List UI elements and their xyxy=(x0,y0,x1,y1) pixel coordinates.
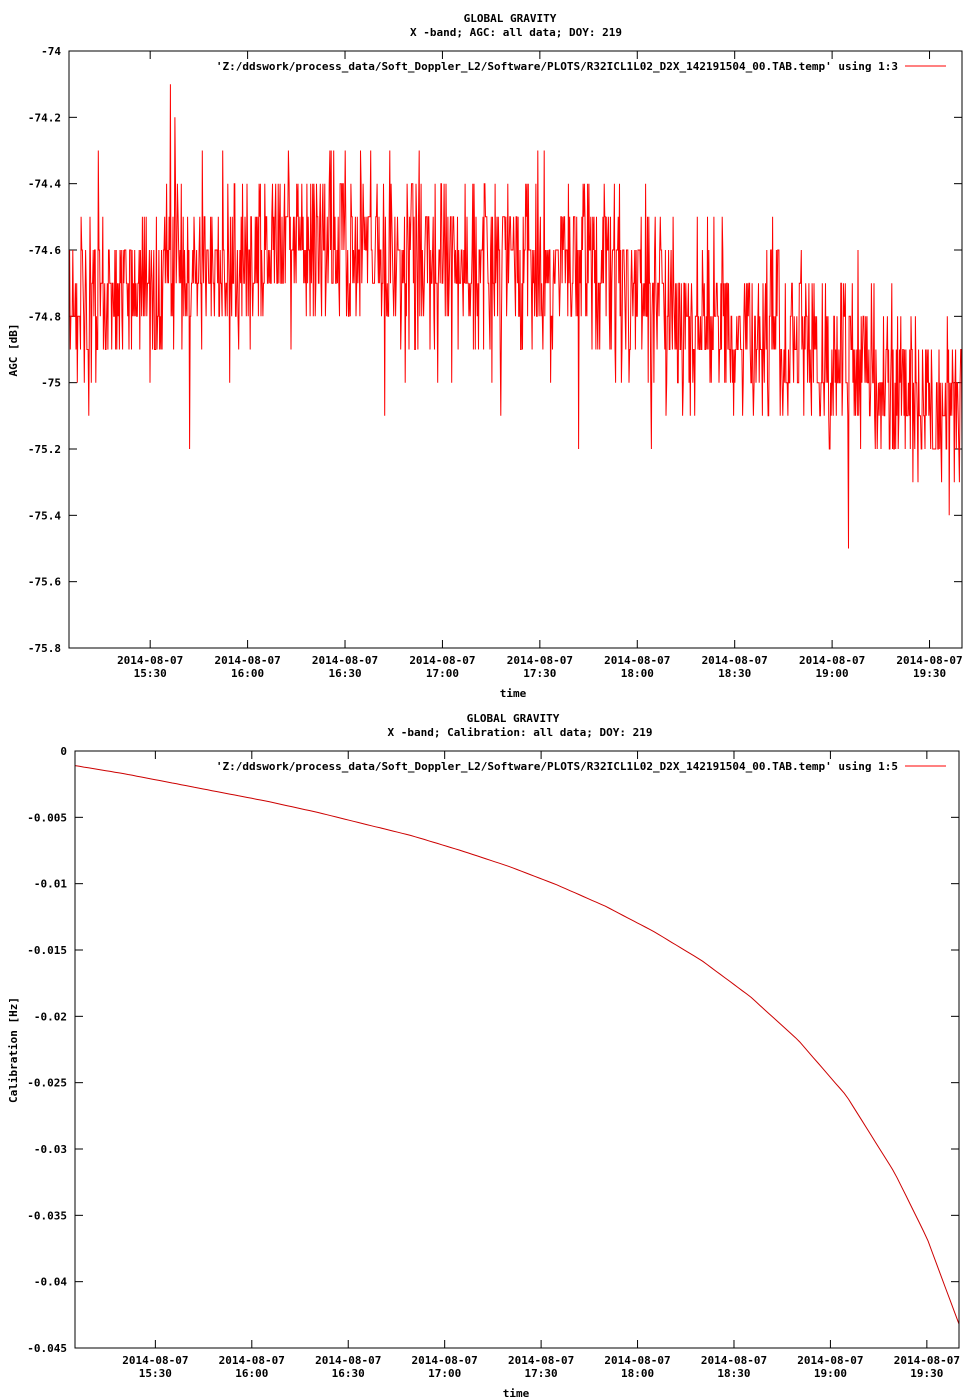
agc-xtick-time-label: 17:00 xyxy=(426,667,459,680)
agc-series-line xyxy=(68,84,963,549)
calibration-ytick-label: -0.03 xyxy=(34,1143,67,1156)
agc-ytick-label: -74 xyxy=(41,45,61,58)
agc-ytick-label: -74.4 xyxy=(28,178,61,191)
calibration-ytick-label: -0.035 xyxy=(27,1209,67,1222)
calibration-xtick-time-label: 19:00 xyxy=(814,1367,847,1380)
calibration-xtick-date-label: 2014-08-07 xyxy=(701,1354,767,1367)
agc-xtick-date-label: 2014-08-07 xyxy=(312,654,378,667)
calibration-ytick-label: -0.015 xyxy=(27,944,67,957)
agc-chart-title: GLOBAL GRAVITY xyxy=(464,12,557,25)
calibration-xtick-time-label: 16:30 xyxy=(332,1367,365,1380)
calibration-series-line xyxy=(74,765,960,1325)
calibration-ytick-label: -0.005 xyxy=(27,811,67,824)
agc-x-axis-label: time xyxy=(500,687,527,700)
calibration-xtick-date-label: 2014-08-07 xyxy=(122,1354,188,1367)
agc-ytick-label: -75 xyxy=(41,377,61,390)
calibration-xtick-date-label: 2014-08-07 xyxy=(797,1354,863,1367)
calibration-chart-title: GLOBAL GRAVITY xyxy=(467,712,560,725)
calibration-xtick-time-label: 17:00 xyxy=(428,1367,461,1380)
calibration-x-axis-label: time xyxy=(503,1387,530,1400)
calibration-xtick-date-label: 2014-08-07 xyxy=(315,1354,381,1367)
calibration-y-axis-label: Calibration [Hz] xyxy=(7,997,20,1103)
agc-y-axis-label: AGC [dB] xyxy=(7,324,20,377)
calibration-ytick-label: -0.04 xyxy=(34,1276,67,1289)
agc-xtick-time-label: 19:30 xyxy=(913,667,946,680)
calibration-xtick-time-label: 17:30 xyxy=(525,1367,558,1380)
agc-plot-frame xyxy=(68,50,963,649)
agc-xtick-date-label: 2014-08-07 xyxy=(409,654,475,667)
agc-xtick-date-label: 2014-08-07 xyxy=(702,654,768,667)
agc-ytick-label: -75.2 xyxy=(28,443,61,456)
calibration-xtick-date-label: 2014-08-07 xyxy=(508,1354,574,1367)
agc-ytick-label: -74.6 xyxy=(28,244,61,257)
calibration-xtick-time-label: 19:30 xyxy=(910,1367,943,1380)
agc-xtick-time-label: 16:30 xyxy=(328,667,361,680)
agc-chart-subtitle: X -band; AGC: all data; DOY: 219 xyxy=(410,26,622,39)
calibration-xtick-time-label: 15:30 xyxy=(139,1367,172,1380)
agc-xtick-time-label: 18:00 xyxy=(621,667,654,680)
calibration-ytick-label: -0.045 xyxy=(27,1342,67,1355)
calibration-plot-frame xyxy=(74,750,960,1349)
agc-ytick-label: -74.8 xyxy=(28,310,61,323)
calibration-ytick-label: -0.025 xyxy=(27,1077,67,1090)
agc-legend: 'Z:/ddswork/process_data/Soft_Doppler_L2… xyxy=(216,60,946,73)
calibration-legend-label: 'Z:/ddswork/process_data/Soft_Doppler_L2… xyxy=(216,760,898,773)
agc-xtick-time-label: 15:30 xyxy=(134,667,167,680)
agc-xtick-time-label: 18:30 xyxy=(718,667,751,680)
calibration-xtick-date-label: 2014-08-07 xyxy=(412,1354,478,1367)
calibration-xtick-time-label: 18:00 xyxy=(621,1367,654,1380)
calibration-ytick-label: -0.01 xyxy=(34,878,67,891)
agc-xtick-time-label: 16:00 xyxy=(231,667,264,680)
calibration-chart: GLOBAL GRAVITY X -band; Calibration: all… xyxy=(7,712,960,1400)
calibration-legend: 'Z:/ddswork/process_data/Soft_Doppler_L2… xyxy=(216,760,946,773)
calibration-xtick-date-label: 2014-08-07 xyxy=(219,1354,285,1367)
agc-xtick-date-label: 2014-08-07 xyxy=(896,654,962,667)
calibration-xtick-time-label: 18:30 xyxy=(717,1367,750,1380)
agc-chart: GLOBAL GRAVITY X -band; AGC: all data; D… xyxy=(7,12,963,700)
calibration-xtick-date-label: 2014-08-07 xyxy=(894,1354,960,1367)
agc-xtick-time-label: 19:00 xyxy=(816,667,849,680)
agc-legend-label: 'Z:/ddswork/process_data/Soft_Doppler_L2… xyxy=(216,60,898,73)
agc-xtick-date-label: 2014-08-07 xyxy=(117,654,183,667)
calibration-xtick-time-label: 16:00 xyxy=(235,1367,268,1380)
agc-ytick-label: -75.8 xyxy=(28,642,61,655)
calibration-ytick-label: -0.02 xyxy=(34,1010,67,1023)
agc-xtick-date-label: 2014-08-07 xyxy=(604,654,670,667)
agc-ytick-label: -75.6 xyxy=(28,576,61,589)
agc-ytick-label: -74.2 xyxy=(28,111,61,124)
agc-xtick-time-label: 17:30 xyxy=(523,667,556,680)
calibration-xtick-date-label: 2014-08-07 xyxy=(604,1354,670,1367)
agc-xtick-date-label: 2014-08-07 xyxy=(799,654,865,667)
agc-ytick-label: -75.4 xyxy=(28,509,61,522)
agc-xtick-date-label: 2014-08-07 xyxy=(507,654,573,667)
calibration-ytick-label: 0 xyxy=(60,745,67,758)
agc-xtick-date-label: 2014-08-07 xyxy=(214,654,280,667)
calibration-chart-subtitle: X -band; Calibration: all data; DOY: 219 xyxy=(388,726,653,739)
